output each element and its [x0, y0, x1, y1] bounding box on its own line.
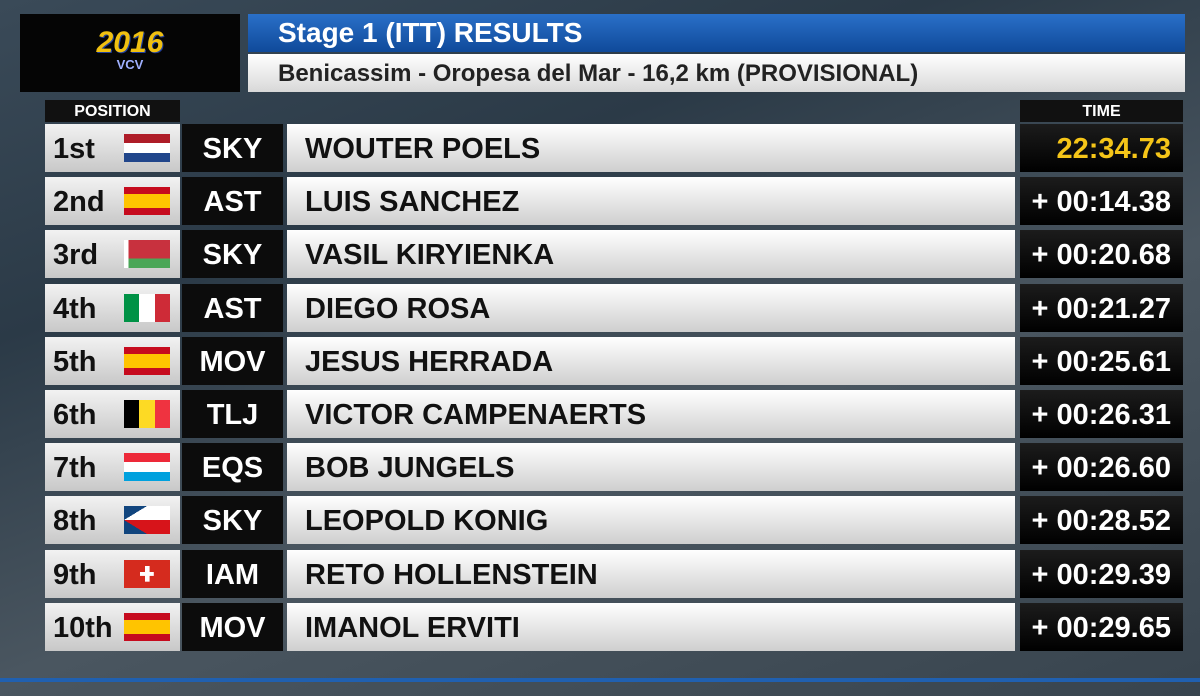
title: Stage 1 (ITT) RESULTS	[248, 14, 1185, 52]
flag	[124, 453, 170, 482]
team: MOV	[182, 336, 283, 385]
flag	[124, 293, 170, 322]
team: IAM	[182, 549, 283, 598]
bottom-line	[0, 678, 1200, 682]
team: TLJ	[182, 390, 283, 438]
rider-name: LUIS SANCHEZ	[287, 177, 1015, 226]
time: + 00:20.68	[1020, 230, 1183, 279]
team: SKY	[182, 124, 283, 172]
team: AST	[182, 283, 283, 332]
rider-name: LEOPOLD KONIG	[287, 496, 1015, 545]
position-header: POSITION	[45, 100, 180, 122]
flag	[124, 612, 170, 641]
team: AST	[182, 177, 283, 226]
position: 7th	[45, 443, 180, 492]
position: 3rd	[45, 230, 180, 279]
team: EQS	[182, 443, 283, 492]
time: 22:34.73	[1020, 124, 1183, 172]
flag	[124, 187, 170, 216]
time: + 00:26.60	[1020, 443, 1183, 492]
rider-name: JESUS HERRADA	[287, 336, 1015, 385]
logo: 2016 VCV	[20, 14, 240, 92]
rider-name: BOB JUNGELS	[287, 443, 1015, 492]
flag	[124, 559, 170, 588]
time-header: TIME	[1020, 100, 1183, 122]
rider-name: VASIL KIRYIENKA	[287, 230, 1015, 279]
time: + 00:29.65	[1020, 602, 1183, 651]
team: SKY	[182, 230, 283, 279]
time: + 00:28.52	[1020, 496, 1183, 545]
flag	[124, 400, 170, 428]
time: + 00:25.61	[1020, 336, 1183, 385]
rider-name: VICTOR CAMPENAERTS	[287, 390, 1015, 438]
time: + 00:14.38	[1020, 177, 1183, 226]
team: SKY	[182, 496, 283, 545]
logo-name: VCV	[116, 57, 144, 72]
team: MOV	[182, 602, 283, 651]
subtitle: Benicassim - Oropesa del Mar - 16,2 km (…	[248, 54, 1185, 92]
rider-name: WOUTER POELS	[287, 124, 1015, 172]
time: + 00:21.27	[1020, 283, 1183, 332]
time: + 00:29.39	[1020, 549, 1183, 598]
rider-name: IMANOL ERVITI	[287, 602, 1015, 651]
logo-year: 2016	[96, 26, 164, 59]
flag	[124, 506, 170, 535]
flag	[124, 134, 170, 162]
rider-name: DIEGO ROSA	[287, 283, 1015, 332]
flag	[124, 240, 170, 269]
rider-name: RETO HOLLENSTEIN	[287, 549, 1015, 598]
time: + 00:26.31	[1020, 390, 1183, 438]
flag	[124, 346, 170, 375]
